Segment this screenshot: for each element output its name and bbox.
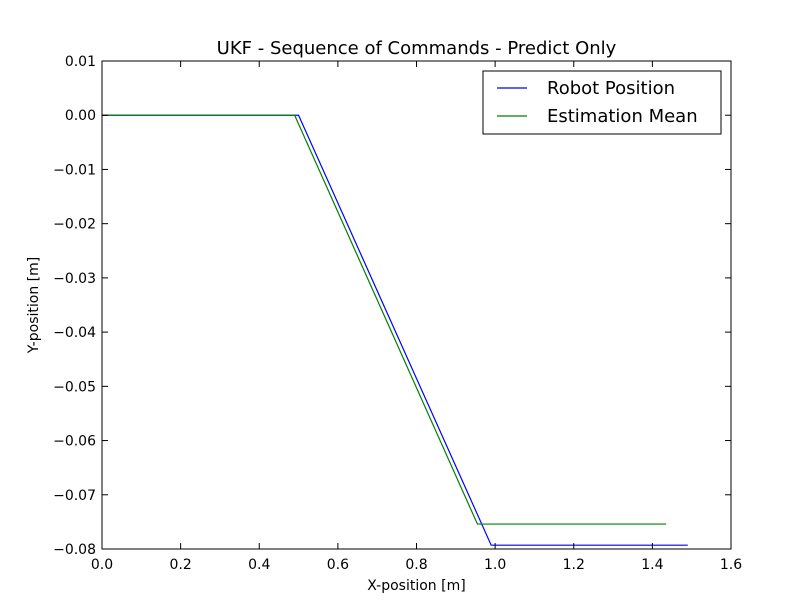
y-tick-label: −0.08: [53, 542, 96, 558]
x-tick-label: 0.8: [405, 557, 427, 573]
y-tick-label: −0.03: [53, 271, 96, 287]
y-tick-label: −0.01: [53, 162, 96, 178]
legend-label-robot-position: Robot Position: [547, 78, 675, 99]
legend-label-estimation-mean: Estimation Mean: [547, 106, 698, 127]
y-tick-label: 0.01: [65, 54, 96, 70]
x-tick-label: 1.6: [720, 557, 742, 573]
series-line-estimation-mean: [102, 114, 667, 525]
legend-box: [482, 70, 722, 135]
x-tick-label: 0.0: [91, 557, 113, 573]
y-tick-label: 0.00: [65, 108, 96, 124]
y-tick-label: −0.04: [53, 325, 96, 341]
series-layer: [102, 114, 688, 546]
x-tick-label: 0.2: [169, 557, 191, 573]
y-tick-label: −0.06: [53, 434, 96, 450]
x-tick-label: 0.6: [327, 557, 349, 573]
x-tick-label: 1.0: [484, 557, 506, 573]
y-tick-label: −0.02: [53, 217, 96, 233]
x-axis-label: X-position [m]: [367, 578, 465, 594]
chart-title: UKF - Sequence of Commands - Predict Onl…: [217, 38, 617, 59]
y-axis-ticks: 0.01 0.00 −0.01 −0.02 −0.03 −0.04 −0.05 −0.06 −0…: [53, 54, 731, 558]
x-tick-label: 0.4: [248, 557, 270, 573]
y-tick-label: −0.05: [53, 379, 96, 395]
x-tick-label: 1.2: [563, 557, 585, 573]
y-tick-label: −0.07: [53, 488, 96, 504]
plot-area: 0.0 0.2 0.4 0.6 0.8 1.0 1.2 1.4 1.6 0.01 0.00 −0.0…: [53, 54, 742, 573]
legend: Robot Position Estimation Mean: [482, 70, 722, 135]
y-axis-label: Y-position [m]: [26, 257, 42, 354]
x-tick-label: 1.4: [641, 557, 663, 573]
x-axis-ticks: 0.0 0.2 0.4 0.6 0.8 1.0 1.2 1.4 1.6: [91, 61, 742, 573]
